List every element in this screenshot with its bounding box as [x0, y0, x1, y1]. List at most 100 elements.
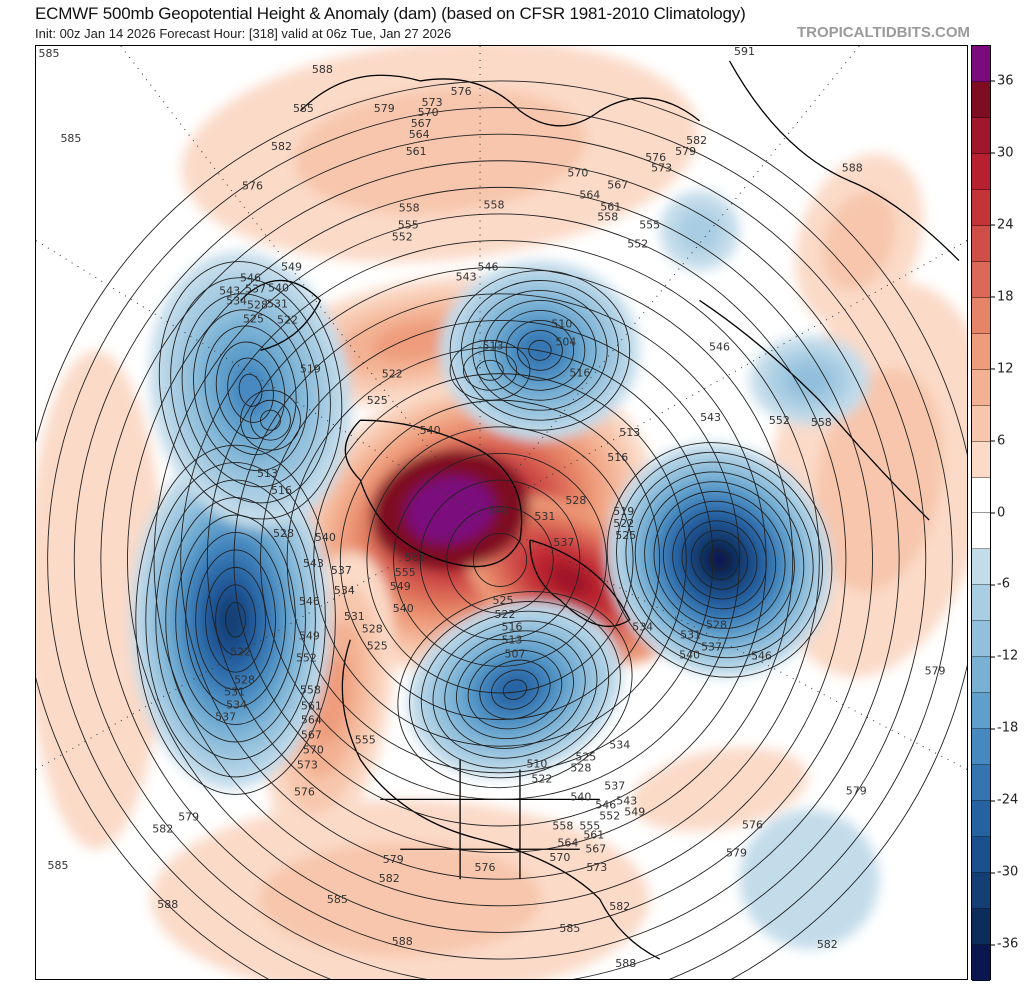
height-contour: [227, 357, 274, 423]
height-contour: [397, 591, 633, 789]
anomaly-fill: [677, 208, 723, 254]
colorbar-segment: [972, 81, 990, 118]
height-contour: [672, 510, 767, 610]
height-contour: [432, 620, 598, 759]
height-contour: [634, 471, 805, 649]
height-contour: [483, 300, 597, 401]
height-contour: [238, 373, 263, 407]
contour-label: 585: [559, 922, 580, 935]
colorbar-tick-label: 18: [991, 289, 1014, 305]
height-contour: [709, 549, 730, 571]
contour-label: 528: [706, 619, 727, 632]
height-contour: [206, 266, 794, 854]
contour-label: 531: [534, 510, 555, 523]
colorbar-tick-label: 30: [991, 145, 1014, 161]
contour-label: 540: [679, 649, 700, 662]
contour-label: 585: [39, 47, 60, 60]
height-contour: [616, 451, 823, 668]
contour-label: 579: [675, 145, 696, 158]
colorbar-segment: [972, 477, 990, 514]
height-contour: [195, 549, 276, 691]
height-contour: [286, 346, 714, 774]
anomaly-fill: [293, 87, 587, 214]
contour-label: 561: [405, 551, 426, 564]
contour-label: 534: [334, 584, 355, 597]
coastline: [529, 539, 631, 628]
contour-label: 546: [709, 340, 730, 353]
colorbar-segment: [972, 945, 990, 981]
contour-label: 540: [393, 602, 414, 615]
contour-label: 540: [315, 531, 336, 544]
geopotential-anomaly-map: 5855855885915765735705675645615795855825…: [35, 45, 968, 980]
contour-label: 528: [247, 298, 268, 311]
contour-label: 582: [152, 822, 173, 835]
contour-label: 579: [726, 846, 747, 859]
anomaly-fill: [550, 564, 590, 596]
height-contour: [215, 341, 286, 439]
contour-label: 561: [301, 700, 322, 713]
height-contour: [175, 514, 296, 725]
contour-label: 537: [604, 779, 625, 792]
height-contour: [460, 280, 619, 421]
height-contours: [36, 80, 967, 979]
contour-label: 588: [615, 957, 636, 970]
contour-label: 582: [686, 134, 707, 147]
contour-label: 588: [157, 898, 178, 911]
contour-label: 534: [226, 699, 247, 712]
contour-label: 546: [595, 798, 616, 811]
colorbar-tick-label: -30: [990, 864, 1019, 880]
contour-label: 585: [60, 132, 81, 145]
contour-label: 564: [301, 714, 322, 727]
height-contour: [419, 479, 581, 641]
contour-label: 522: [495, 608, 516, 621]
contour-label: 546: [299, 595, 320, 608]
contour-label: 579: [383, 853, 404, 866]
contour-label: 573: [297, 758, 318, 771]
contour-label: 552: [392, 231, 413, 244]
contour-label: 525: [367, 640, 388, 653]
contour-label: 552: [627, 238, 648, 251]
contour-label: 585: [327, 893, 348, 906]
contour-label: 582: [271, 140, 292, 153]
contour-label: 525: [493, 594, 514, 607]
contour-label: 510: [526, 757, 547, 770]
contour-label: 528: [362, 623, 383, 636]
contour-label: 522: [230, 646, 251, 659]
colorbar-tick-label: -36: [990, 936, 1019, 952]
height-contour: [479, 659, 551, 720]
contour-label: 579: [178, 810, 199, 823]
anomaly-fill: [259, 842, 542, 956]
contour-label: 543: [219, 284, 240, 297]
contour-label: 537: [215, 711, 236, 724]
height-contour: [36, 80, 967, 979]
contour-label: 570: [418, 106, 439, 119]
height-contour: [606, 442, 833, 678]
contour-label: 570: [549, 851, 570, 864]
height-contour: [449, 270, 631, 431]
height-contour: [155, 479, 316, 760]
contour-label: 552: [599, 809, 620, 822]
contour-label: 552: [296, 652, 317, 665]
contour-label: 561: [583, 828, 604, 841]
coastline: [341, 639, 660, 960]
height-contour: [393, 453, 607, 667]
contour-label: 576: [242, 180, 263, 193]
height-contour: [502, 679, 528, 700]
contour-label: 513: [619, 426, 640, 439]
grid-line: [120, 46, 481, 516]
coastline: [240, 280, 322, 351]
contour-label: 531: [224, 686, 245, 699]
height-contour: [135, 444, 336, 795]
contour-label: 513: [483, 339, 504, 352]
contour-label: 522: [531, 772, 552, 785]
colorbar-tick-label: -24: [990, 792, 1019, 808]
contour-label: 558: [300, 684, 321, 697]
contour-label: 546: [240, 271, 261, 284]
contour-label: 537: [331, 564, 352, 577]
coastline: [344, 419, 523, 568]
contour-label: 564: [409, 128, 430, 141]
height-contour: [409, 600, 621, 779]
colorbar-segment: [972, 549, 990, 586]
contour-label: 555: [579, 819, 600, 832]
height-contour: [225, 601, 246, 638]
